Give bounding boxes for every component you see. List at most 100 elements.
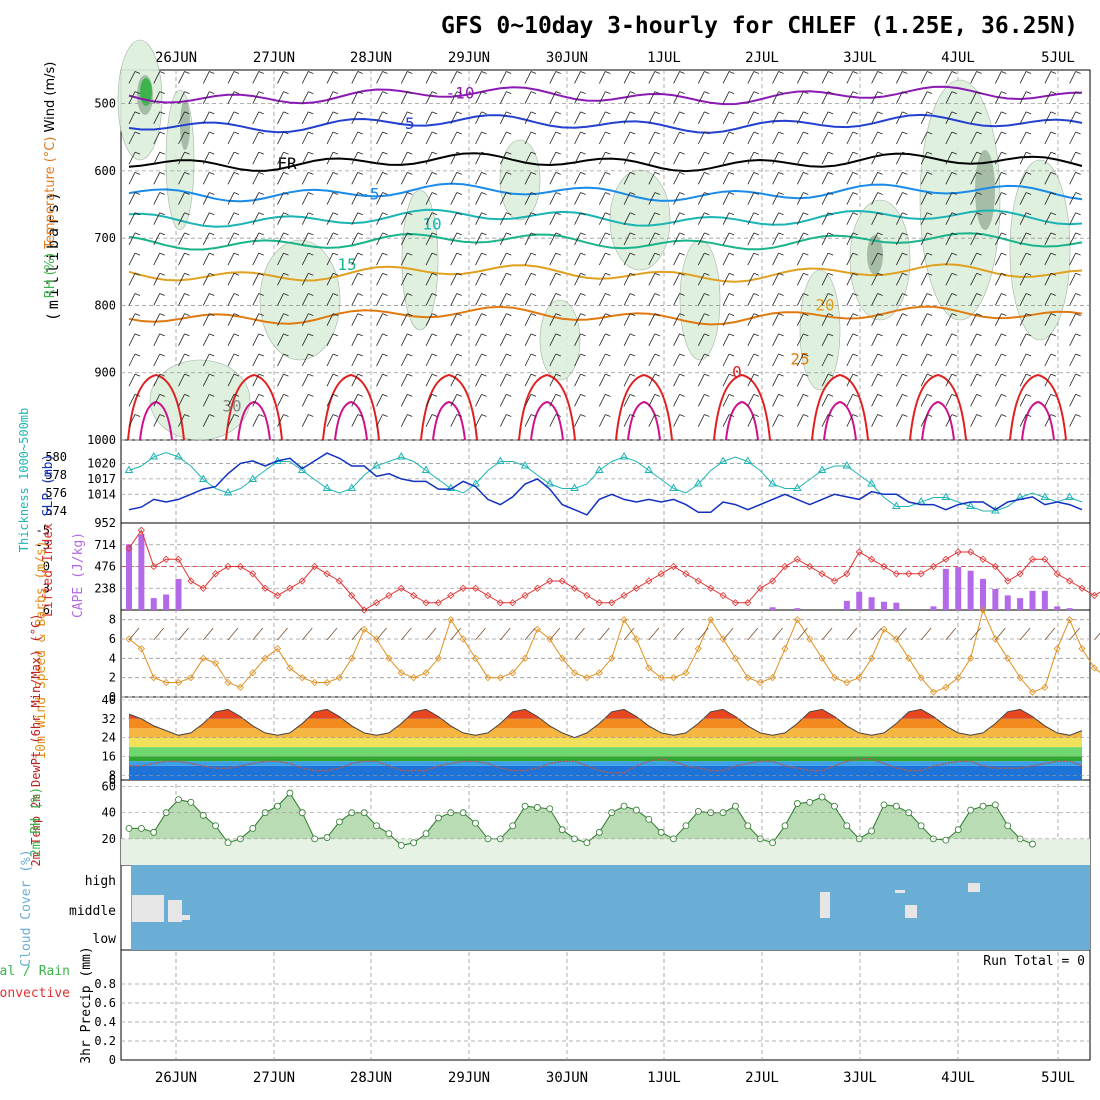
wind-barb bbox=[871, 333, 883, 346]
wind-barb-flag bbox=[456, 91, 462, 95]
wind-barb-shaft bbox=[549, 111, 557, 124]
wind-barb-shaft bbox=[920, 333, 928, 346]
wind-barb bbox=[796, 313, 809, 326]
wind-barb bbox=[623, 373, 636, 387]
date-label-top: 2JUL bbox=[745, 50, 779, 66]
wind-barb-flag bbox=[902, 252, 908, 256]
wind-barb bbox=[995, 252, 1007, 266]
wind-barb bbox=[846, 414, 858, 427]
wind-barb-flag bbox=[308, 373, 314, 377]
wind-barb-shaft bbox=[648, 313, 656, 326]
wind-barb-flag bbox=[382, 171, 388, 175]
wind-barb bbox=[648, 333, 660, 346]
wind-barb-flag bbox=[679, 333, 685, 337]
wind-barb-shaft bbox=[301, 111, 309, 124]
wind-barb-shaft bbox=[301, 91, 309, 104]
wind-barb bbox=[524, 252, 537, 266]
wind-barb bbox=[425, 111, 438, 124]
wind-barb-flag bbox=[431, 192, 438, 195]
wind-barb-flag bbox=[407, 111, 413, 115]
cape-bar bbox=[856, 591, 863, 610]
wind-barb-flag bbox=[506, 232, 512, 236]
isotherm-line bbox=[128, 182, 1083, 203]
li-point bbox=[187, 577, 195, 585]
wind-barb bbox=[574, 272, 586, 286]
wind-barb bbox=[895, 131, 908, 145]
wind-barb bbox=[871, 71, 883, 84]
wind-barb bbox=[549, 111, 561, 124]
li-point bbox=[385, 591, 393, 600]
wind-barb-flag bbox=[926, 232, 933, 236]
wind-barb-flag bbox=[704, 151, 710, 155]
wind-barb-shaft bbox=[202, 172, 210, 185]
wind-barb bbox=[995, 293, 1007, 306]
wind-barb bbox=[153, 333, 165, 346]
wind-barb-shaft bbox=[351, 111, 359, 124]
wind-barb bbox=[376, 313, 388, 326]
isotherm-30 bbox=[420, 373, 478, 441]
wind-barb-shaft bbox=[697, 131, 705, 145]
wind-barb bbox=[524, 293, 537, 306]
wind-barb-flag bbox=[877, 414, 883, 417]
wind-barb-flag bbox=[555, 111, 561, 115]
cloud-patch bbox=[132, 895, 164, 922]
thickness-line bbox=[128, 451, 1083, 512]
wind-barb-flag bbox=[827, 151, 834, 155]
wind-barb-shaft bbox=[252, 273, 260, 286]
wind-barb-shaft bbox=[747, 71, 755, 84]
wind-barb-shaft bbox=[970, 293, 977, 306]
wind-barb bbox=[1069, 171, 1081, 185]
wind-barb bbox=[277, 91, 289, 104]
wind-barb bbox=[648, 71, 660, 84]
wind-barb bbox=[574, 393, 586, 407]
wind-barb-shaft bbox=[351, 293, 359, 306]
wind-barb-shaft bbox=[796, 374, 804, 387]
wind-barb-flag bbox=[654, 212, 660, 216]
wind-barb-flag bbox=[357, 313, 363, 317]
surface-wind-barb bbox=[425, 627, 437, 641]
wind-barb bbox=[252, 393, 264, 407]
li-point bbox=[199, 584, 207, 592]
wind-barb-shaft bbox=[351, 273, 359, 286]
thickness-point bbox=[223, 488, 233, 496]
wind-point bbox=[917, 674, 925, 682]
wind-barb-flag bbox=[728, 353, 735, 357]
wind-barb-flag bbox=[605, 71, 611, 74]
rh-tick-label: 40 bbox=[102, 806, 116, 820]
wind-barb-flag bbox=[407, 131, 413, 135]
wind-barb-shaft bbox=[623, 111, 631, 124]
wind-barb-shaft bbox=[722, 353, 730, 367]
wind-barb bbox=[821, 252, 834, 266]
isotherm-label: 25 bbox=[790, 349, 809, 368]
wind-barb bbox=[821, 313, 834, 326]
wind-barb-flag bbox=[827, 171, 834, 175]
wind-barb-flag bbox=[1050, 272, 1057, 276]
wind-barb bbox=[796, 414, 809, 427]
wind-barb-shaft bbox=[277, 232, 284, 246]
wind-barb bbox=[821, 71, 834, 84]
wind-barb-flag bbox=[605, 252, 611, 256]
wind-barb bbox=[846, 171, 858, 185]
wind-barb-flag bbox=[382, 131, 388, 135]
wind-barb bbox=[648, 272, 660, 286]
wind-barb-flag bbox=[753, 111, 759, 115]
wind-barb bbox=[524, 151, 537, 165]
wind-point bbox=[496, 674, 504, 682]
wind-barb-flag bbox=[530, 232, 537, 236]
wind-barb bbox=[227, 252, 240, 266]
wind-barb-shaft bbox=[1069, 91, 1076, 104]
wind-barb bbox=[524, 232, 537, 246]
surface-wind-barb bbox=[475, 627, 486, 641]
wind-barb-shaft bbox=[623, 152, 631, 165]
thickness-point bbox=[372, 461, 381, 469]
wind-barb-flag bbox=[357, 414, 363, 417]
wind-barb-shaft bbox=[425, 313, 433, 326]
wind-barb-flag bbox=[605, 111, 611, 115]
surface-wind-barb bbox=[945, 627, 957, 641]
rh-point bbox=[125, 824, 133, 832]
wind-barb bbox=[499, 212, 512, 225]
wind-barb-shaft bbox=[747, 192, 755, 205]
wind-barb-shaft bbox=[623, 192, 631, 205]
isotherm-30 bbox=[615, 373, 673, 441]
wind-barb bbox=[747, 171, 759, 185]
